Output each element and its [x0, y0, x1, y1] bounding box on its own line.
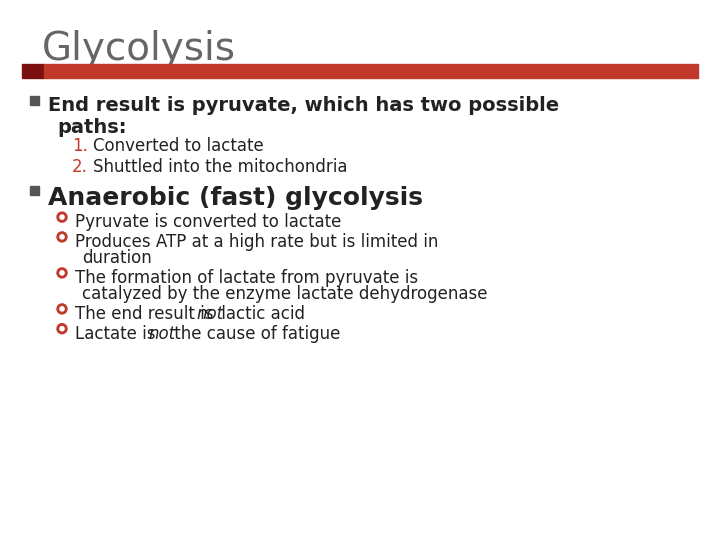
- Text: 2.: 2.: [72, 158, 88, 176]
- Text: Converted to lactate: Converted to lactate: [93, 137, 264, 156]
- Circle shape: [57, 232, 67, 242]
- Text: duration: duration: [82, 249, 152, 267]
- Text: Glycolysis: Glycolysis: [42, 30, 236, 68]
- Bar: [30, 186, 39, 194]
- Text: The formation of lactate from pyruvate is: The formation of lactate from pyruvate i…: [75, 269, 418, 287]
- Text: Shuttled into the mitochondria: Shuttled into the mitochondria: [93, 158, 348, 176]
- Text: not: not: [149, 325, 176, 343]
- Text: End result is pyruvate, which has two possible: End result is pyruvate, which has two po…: [48, 96, 559, 115]
- Text: not: not: [196, 305, 223, 323]
- Text: catalyzed by the enzyme lactate dehydrogenase: catalyzed by the enzyme lactate dehydrog…: [82, 285, 487, 303]
- Text: The end result is: The end result is: [75, 305, 219, 323]
- Circle shape: [60, 307, 64, 311]
- Circle shape: [57, 268, 67, 278]
- Text: Lactate is: Lactate is: [75, 325, 161, 343]
- Text: the cause of fatigue: the cause of fatigue: [169, 325, 341, 343]
- Circle shape: [60, 215, 64, 219]
- Bar: [22, 64, 44, 78]
- Text: Anaerobic (fast) glycolysis: Anaerobic (fast) glycolysis: [48, 186, 423, 210]
- Text: Produces ATP at a high rate but is limited in: Produces ATP at a high rate but is limit…: [75, 233, 438, 251]
- Text: paths:: paths:: [57, 118, 127, 137]
- Circle shape: [57, 304, 67, 314]
- Circle shape: [57, 323, 67, 334]
- Circle shape: [60, 271, 64, 275]
- Bar: [30, 96, 39, 105]
- Text: lactic acid: lactic acid: [216, 305, 305, 323]
- Text: 1.: 1.: [72, 137, 88, 156]
- Bar: [44, 64, 698, 78]
- Text: Pyruvate is converted to lactate: Pyruvate is converted to lactate: [75, 213, 341, 231]
- Circle shape: [60, 235, 64, 239]
- Circle shape: [57, 212, 67, 222]
- Circle shape: [60, 327, 64, 331]
